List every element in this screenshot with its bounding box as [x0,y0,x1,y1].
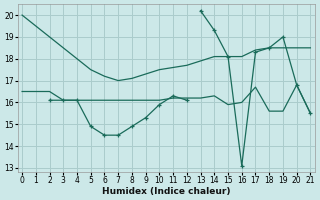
X-axis label: Humidex (Indice chaleur): Humidex (Indice chaleur) [102,187,230,196]
